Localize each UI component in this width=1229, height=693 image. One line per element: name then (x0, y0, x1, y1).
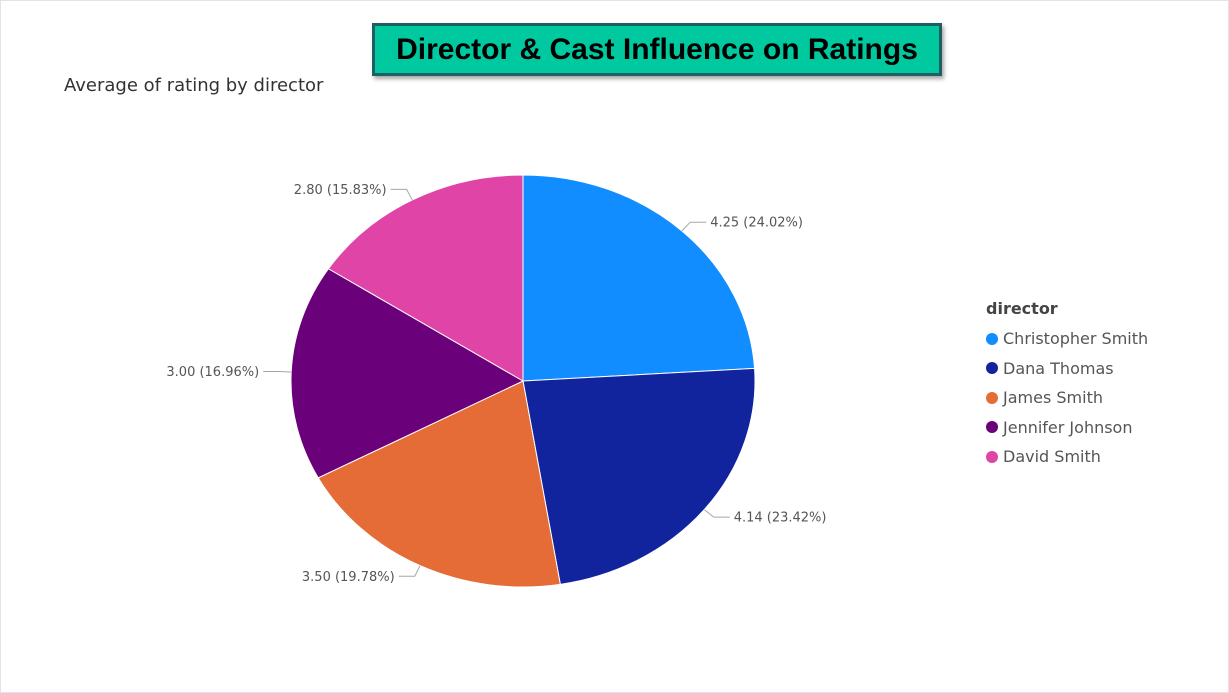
leader-line-1 (681, 221, 707, 232)
legend-item-1[interactable]: Christopher Smith (986, 324, 1148, 354)
pie-slice-3[interactable] (317, 380, 561, 588)
pie-slice-1[interactable] (522, 174, 756, 382)
legend-marker-icon (986, 362, 998, 375)
legend-marker-icon (986, 421, 998, 434)
legend-marker-icon (986, 391, 998, 404)
data-label-4: 3.00 (16.96%) (166, 365, 259, 380)
chart-legend: director Christopher Smith Dana Thomas Jam… (986, 299, 1148, 472)
page-title-banner: Director & Cast Influence on Ratings (372, 23, 942, 76)
pie-slice-4[interactable] (290, 268, 525, 479)
legend-marker-icon (986, 450, 998, 463)
legend-title: director (986, 299, 1058, 318)
page-title: Director & Cast Influence on Ratings (396, 32, 918, 66)
chart-title: Average of rating by director (64, 75, 324, 96)
leader-line-2 (703, 509, 730, 518)
legend-label: James Smith (1003, 388, 1103, 408)
data-label-1: 4.25 (24.02%) (710, 216, 803, 231)
data-label-5: 2.80 (15.83%) (294, 183, 387, 198)
pie-slice-2[interactable] (522, 367, 756, 585)
legend-item-4[interactable]: Jennifer Johnson (986, 413, 1148, 443)
legend-item-5[interactable]: David Smith (986, 442, 1148, 472)
legend-label: David Smith (1003, 447, 1101, 467)
legend-marker-icon (986, 332, 998, 345)
leader-line-5 (390, 188, 413, 201)
pie-slice-5[interactable] (327, 174, 524, 382)
legend-item-2[interactable]: Dana Thomas (986, 354, 1148, 384)
legend-item-3[interactable]: James Smith (986, 383, 1148, 413)
legend-label: Dana Thomas (1003, 358, 1114, 378)
leader-line-3 (398, 565, 421, 577)
data-label-2: 4.14 (23.42%) (734, 511, 827, 526)
legend-label: Christopher Smith (1003, 329, 1149, 349)
legend-label: Jennifer Johnson (1003, 417, 1133, 437)
leader-line-4 (263, 371, 292, 373)
data-label-3: 3.50 (19.78%) (302, 570, 395, 585)
